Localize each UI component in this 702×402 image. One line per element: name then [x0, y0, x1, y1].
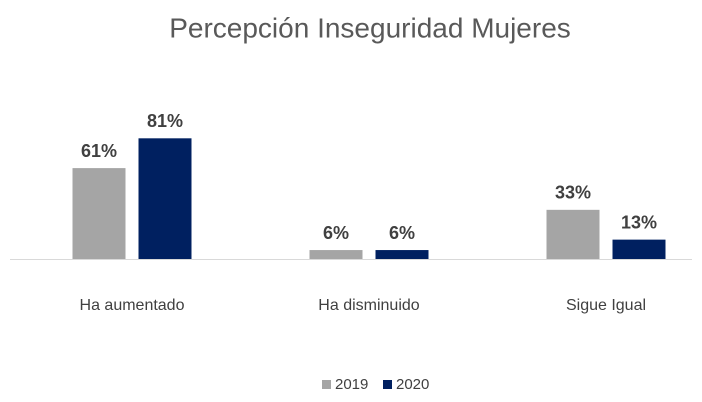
legend-swatch: [322, 380, 331, 389]
legend-label: 2020: [396, 376, 429, 393]
legend-label: 2019: [335, 376, 368, 393]
value-label: 61%: [81, 141, 117, 161]
bar: [138, 138, 192, 259]
x-tick-label: Ha disminuido: [318, 297, 419, 314]
x-tick-label: Sigue Igual: [566, 297, 646, 314]
value-label: 33%: [555, 183, 591, 203]
legend-swatch: [383, 380, 392, 389]
value-label: 81%: [147, 111, 183, 131]
chart-title: Percepción Inseguridad Mujeres: [169, 12, 571, 43]
bar: [612, 239, 666, 259]
bar: [546, 209, 600, 259]
bar: [375, 250, 429, 259]
bar: [309, 250, 363, 259]
bar: [72, 168, 126, 259]
value-label: 13%: [621, 212, 657, 232]
value-label: 6%: [323, 223, 349, 243]
value-label: 6%: [389, 223, 415, 243]
x-tick-label: Ha aumentado: [80, 297, 185, 314]
